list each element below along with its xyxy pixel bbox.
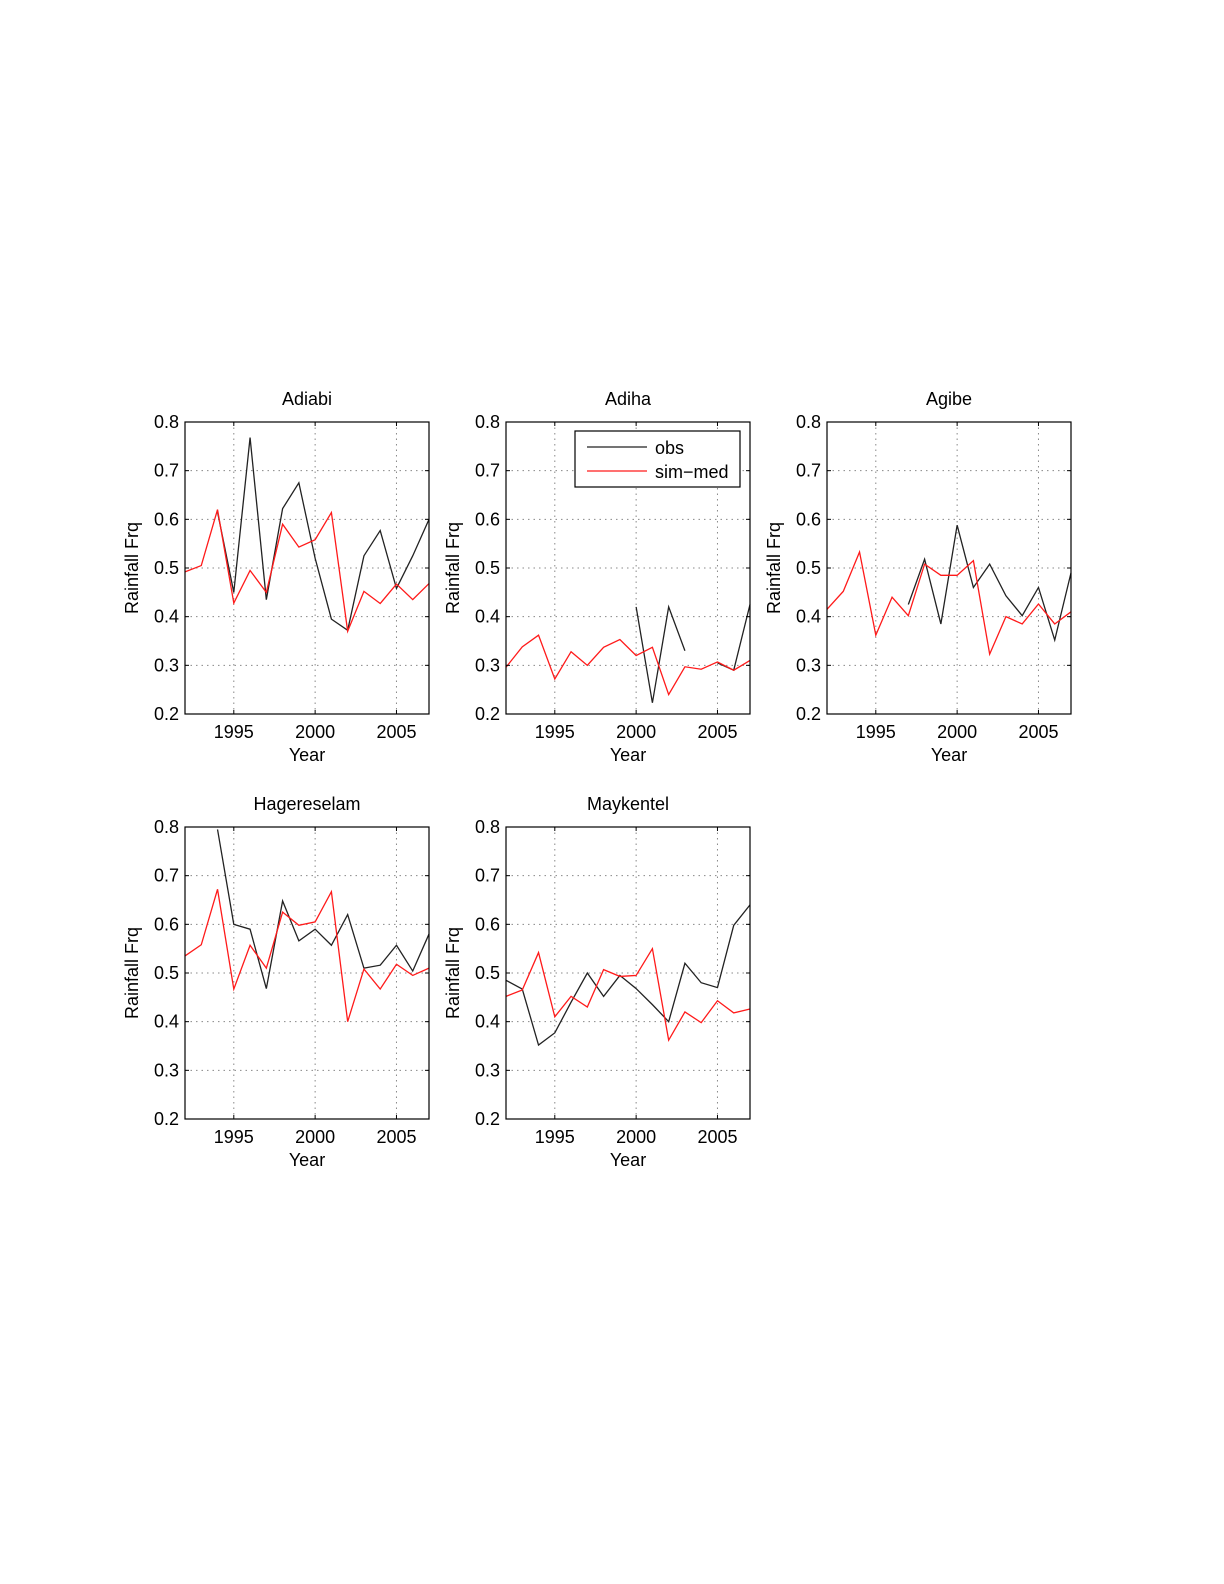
y-tick-label: 0.3 (154, 655, 179, 675)
x-tick-label: 2000 (616, 722, 656, 742)
x-tick-label: 2000 (295, 722, 335, 742)
y-tick-label: 0.4 (154, 1012, 179, 1032)
subplot-adiabi: 1995 2000 2005 0.2 0.3 0.4 0.5 0.6 0.7 0.8 Adiabi Y… (122, 389, 430, 765)
legend: obs sim−med (574, 430, 741, 488)
x-axis-label: Year (931, 745, 967, 765)
subplot-maykentel: 1995 2000 2005 0.2 0.3 0.4 0.5 0.6 0.7 0.8 Maykent… (443, 794, 751, 1170)
x-tick-label: 2005 (376, 722, 416, 742)
y-tick-label: 0.7 (475, 866, 500, 886)
subplot-adiha: 1995 2000 2005 0.2 0.3 0.4 0.5 0.6 0.7 0.8 Adiha Ye… (443, 389, 751, 765)
y-tick-label: 0.5 (796, 558, 821, 578)
y-tick-label: 0.3 (154, 1060, 179, 1080)
y-tick-label: 0.2 (154, 1109, 179, 1129)
x-axis-label: Year (610, 1150, 646, 1170)
x-tick-label: 1995 (535, 1127, 575, 1147)
x-axis-label: Year (289, 745, 325, 765)
y-tick-label: 0.6 (154, 509, 179, 529)
series-line-obs (907, 525, 1072, 643)
x-tick-label: 2000 (295, 1127, 335, 1147)
x-tick-label: 1995 (214, 722, 254, 742)
x-tick-label: 2005 (1018, 722, 1058, 742)
subplot-title: Agibe (926, 389, 972, 409)
subplot-agibe: 1995 2000 2005 0.2 0.3 0.4 0.5 0.6 0.7 0.8 Agibe Ye… (764, 389, 1072, 765)
legend-box (574, 430, 741, 488)
x-tick-label: 1995 (214, 1127, 254, 1147)
series-line-sim-med (184, 889, 430, 1022)
y-axis-label: Rainfall Frq (443, 522, 463, 614)
x-tick-label: 1995 (856, 722, 896, 742)
y-tick-label: 0.2 (475, 1109, 500, 1129)
series-line-sim-med (505, 634, 751, 697)
y-axis-label: Rainfall Frq (764, 522, 784, 614)
y-tick-label: 0.4 (475, 607, 500, 627)
y-tick-label: 0.8 (475, 412, 500, 432)
subplot-title: Adiabi (282, 389, 332, 409)
y-tick-label: 0.3 (796, 655, 821, 675)
y-tick-label: 0.5 (154, 558, 179, 578)
y-tick-label: 0.6 (475, 509, 500, 529)
legend-label-obs: obs (655, 438, 684, 458)
y-tick-label: 0.8 (154, 817, 179, 837)
x-tick-label: 2005 (376, 1127, 416, 1147)
x-axis-label: Year (610, 745, 646, 765)
x-tick-label: 2005 (697, 1127, 737, 1147)
y-axis-label: Rainfall Frq (443, 927, 463, 1019)
subplot-title: Maykentel (587, 794, 669, 814)
y-tick-label: 0.6 (475, 914, 500, 934)
y-axis-label: Rainfall Frq (122, 927, 142, 1019)
y-tick-label: 0.4 (475, 1012, 500, 1032)
y-tick-label: 0.2 (475, 704, 500, 724)
y-tick-label: 0.5 (154, 963, 179, 983)
x-tick-label: 2000 (616, 1127, 656, 1147)
y-tick-label: 0.5 (475, 963, 500, 983)
y-tick-label: 0.5 (475, 558, 500, 578)
y-tick-label: 0.4 (154, 607, 179, 627)
series-line-obs (216, 829, 430, 989)
series-line-obs (635, 604, 751, 703)
x-tick-label: 2005 (697, 722, 737, 742)
subplot-title: Hagereselam (253, 794, 360, 814)
y-tick-label: 0.3 (475, 655, 500, 675)
y-tick-label: 0.3 (475, 1060, 500, 1080)
legend-label-sim-med: sim−med (655, 462, 729, 482)
y-tick-label: 0.7 (154, 461, 179, 481)
x-tick-label: 1995 (535, 722, 575, 742)
subplot-title: Adiha (605, 389, 652, 409)
y-tick-label: 0.8 (154, 412, 179, 432)
series-line-obs (216, 437, 430, 632)
y-axis-label: Rainfall Frq (122, 522, 142, 614)
series-line-sim-med (505, 946, 751, 1043)
series-line-sim-med (184, 509, 430, 634)
y-tick-label: 0.7 (154, 866, 179, 886)
y-tick-label: 0.7 (475, 461, 500, 481)
subplot-hagereselam: 1995 2000 2005 0.2 0.3 0.4 0.5 0.6 0.7 0.8 Hageres… (122, 794, 430, 1170)
y-tick-label: 0.4 (796, 607, 821, 627)
x-axis-label: Year (289, 1150, 325, 1170)
y-tick-label: 0.6 (154, 914, 179, 934)
y-tick-label: 0.6 (796, 509, 821, 529)
y-tick-label: 0.7 (796, 461, 821, 481)
series-line-obs (505, 904, 751, 1047)
y-tick-label: 0.2 (154, 704, 179, 724)
y-tick-label: 0.8 (796, 412, 821, 432)
x-tick-label: 2000 (937, 722, 977, 742)
y-tick-label: 0.8 (475, 817, 500, 837)
y-tick-label: 0.2 (796, 704, 821, 724)
series-line-sim-med (826, 549, 1072, 657)
